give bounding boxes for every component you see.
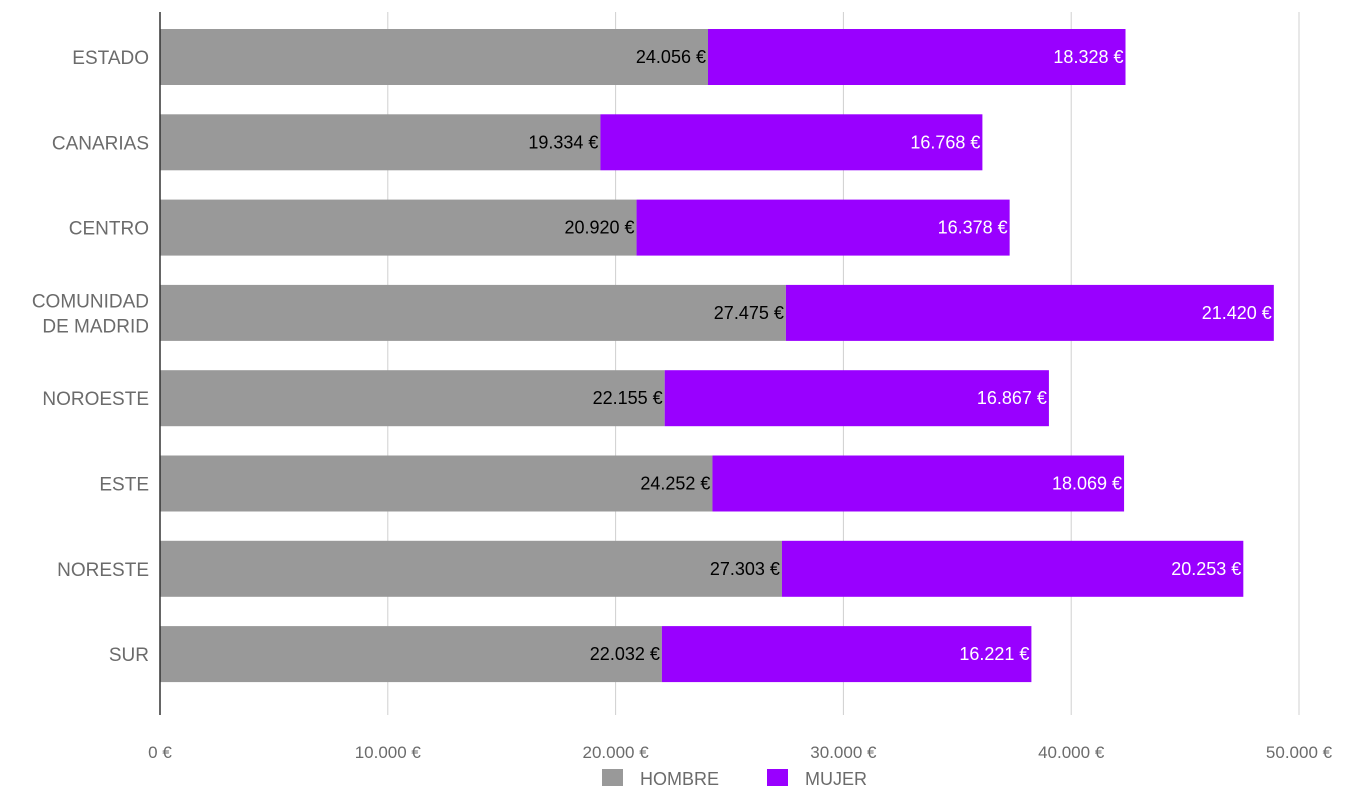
legend-swatch-mujer (767, 769, 788, 786)
category-label: SUR (109, 645, 149, 666)
category-label: NOROESTE (42, 389, 149, 410)
bar-hombre (160, 626, 662, 683)
value-label-mujer: 18.069 € (1052, 474, 1122, 494)
category-labels: ESTADO CANARIAS CENTRO COMUNIDAD DE MADRID NO… (32, 48, 149, 666)
bar-mujer (664, 370, 1049, 427)
value-label-mujer: 21.420 € (1202, 303, 1272, 323)
category-label: ESTADO (72, 48, 149, 69)
bars (160, 29, 1274, 683)
value-label-mujer: 16.867 € (977, 388, 1047, 408)
value-label-hombre: 24.252 € (640, 474, 710, 494)
x-tick-label: 0 € (148, 743, 172, 762)
value-label-hombre: 24.056 € (636, 47, 706, 67)
legend-label-hombre: HOMBRE (640, 769, 719, 789)
bar-hombre (160, 114, 601, 171)
x-tick-label: 50.000 € (1266, 743, 1333, 762)
value-label-mujer: 18.328 € (1053, 47, 1123, 67)
value-label-hombre: 22.155 € (593, 388, 663, 408)
category-label: ESTE (99, 475, 149, 496)
bar-hombre (160, 199, 637, 256)
x-tick-label: 30.000 € (810, 743, 877, 762)
value-labels: 24.056 € 18.328 € 19.334 € 16.768 € 20.920 €… (528, 47, 1271, 664)
bar-mujer (781, 540, 1244, 597)
bar-mujer (785, 284, 1274, 341)
legend-swatch-hombre (602, 769, 623, 786)
value-label-mujer: 20.253 € (1171, 559, 1241, 579)
category-label: CANARIAS (52, 133, 149, 154)
bar-hombre (160, 370, 665, 427)
bar-hombre (160, 284, 786, 341)
value-label-hombre: 19.334 € (528, 132, 598, 152)
x-tick-label: 40.000 € (1038, 743, 1105, 762)
value-label-hombre: 27.303 € (710, 559, 780, 579)
category-label: NORESTE (57, 560, 149, 581)
bar-mujer (661, 626, 1032, 683)
bar-hombre (160, 455, 713, 512)
bar-mujer (636, 199, 1010, 256)
category-label: CENTRO (69, 219, 149, 240)
bar-hombre (160, 29, 708, 85)
value-label-hombre: 27.475 € (714, 303, 784, 323)
legend: HOMBRE MUJER (602, 769, 867, 789)
value-label-hombre: 22.032 € (590, 644, 660, 664)
x-tick-label: 10.000 € (355, 743, 422, 762)
bar-mujer (707, 29, 1126, 85)
legend-label-mujer: MUJER (805, 769, 867, 789)
category-label: COMUNIDAD DE MADRID (32, 291, 149, 337)
value-label-hombre: 20.920 € (564, 218, 634, 238)
value-label-mujer: 16.768 € (910, 132, 980, 152)
bar-mujer (600, 114, 983, 171)
x-tick-labels: 0 € 10.000 € 20.000 € 30.000 € 40.000 € 50.00… (148, 743, 1332, 762)
x-tick-label: 20.000 € (583, 743, 650, 762)
value-label-mujer: 16.221 € (959, 644, 1029, 664)
bar-mujer (712, 455, 1125, 512)
value-label-mujer: 16.378 € (938, 218, 1008, 238)
bar-hombre (160, 540, 782, 597)
